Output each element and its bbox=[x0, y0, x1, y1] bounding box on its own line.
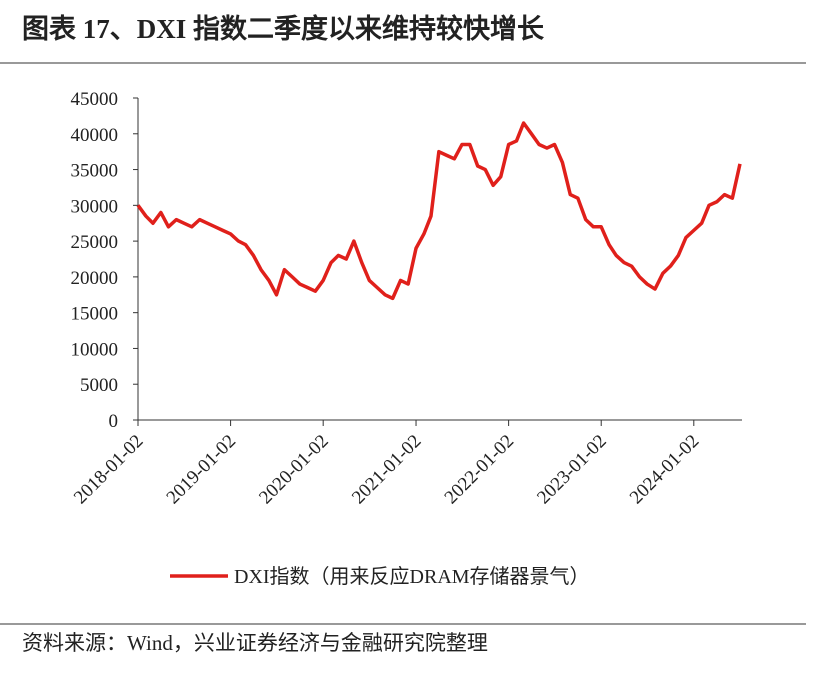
x-tick-label: 2023-01-02 bbox=[533, 431, 611, 509]
legend-label: DXI指数（用来反应DRAM存储器景气） bbox=[234, 565, 590, 588]
data-line bbox=[136, 121, 742, 301]
x-tick-label: 2019-01-02 bbox=[163, 431, 241, 509]
y-tick-label: 10000 bbox=[71, 339, 119, 360]
y-tick-label: 0 bbox=[109, 411, 119, 432]
y-tick-label: 25000 bbox=[71, 232, 119, 253]
y-tick-label: 30000 bbox=[71, 196, 119, 217]
y-tick-label: 20000 bbox=[71, 268, 119, 289]
chart-title: 图表 17、DXI 指数二季度以来维持较快增长 bbox=[22, 13, 545, 44]
x-tick-label: 2020-01-02 bbox=[255, 431, 333, 509]
y-tick-label: 40000 bbox=[71, 125, 119, 146]
y-tick-label: 35000 bbox=[71, 161, 119, 182]
x-tick-label: 2024-01-02 bbox=[626, 431, 704, 509]
source-note: 资料来源：Wind，兴业证券经济与金融研究院整理 bbox=[22, 631, 488, 655]
x-tick-label: 2018-01-02 bbox=[70, 431, 148, 509]
x-tick-label: 2022-01-02 bbox=[441, 431, 519, 509]
y-tick-label: 5000 bbox=[80, 375, 118, 396]
y-tick-label: 45000 bbox=[71, 89, 119, 110]
x-tick-label: 2021-01-02 bbox=[348, 431, 426, 509]
y-tick-label: 15000 bbox=[71, 304, 119, 325]
